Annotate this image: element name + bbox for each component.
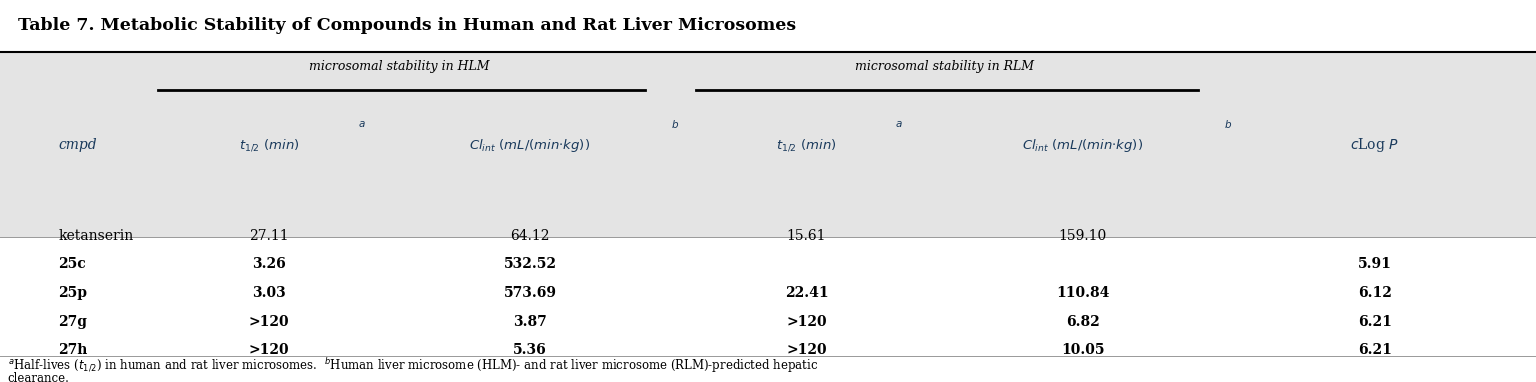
Text: 6.21: 6.21 <box>1358 343 1392 356</box>
Text: $\mathit{a}$: $\mathit{a}$ <box>895 119 903 129</box>
Bar <box>0 52 1536 237</box>
Text: 6.12: 6.12 <box>1358 286 1392 300</box>
Text: $\mathit{Cl}_{\mathit{int}}$ $\mathit{(mL/(min{\cdot}kg))}$: $\mathit{Cl}_{\mathit{int}}$ $\mathit{(m… <box>1023 137 1143 154</box>
Text: 27h: 27h <box>58 343 88 356</box>
Text: microsomal stability in HLM: microsomal stability in HLM <box>309 60 490 73</box>
Text: 22.41: 22.41 <box>785 286 828 300</box>
Text: $\mathit{c}$Log $\mathit{P}$: $\mathit{c}$Log $\mathit{P}$ <box>1350 136 1399 154</box>
Text: >120: >120 <box>786 315 826 329</box>
Text: $\mathit{b}$: $\mathit{b}$ <box>671 118 679 130</box>
Text: >120: >120 <box>249 315 289 329</box>
Text: 27g: 27g <box>58 315 88 329</box>
Text: 5.36: 5.36 <box>513 343 547 356</box>
Text: $\mathit{b}$: $\mathit{b}$ <box>1224 118 1232 130</box>
Text: $\mathit{a}$: $\mathit{a}$ <box>358 119 366 129</box>
Text: 3.03: 3.03 <box>252 286 286 300</box>
Text: 532.52: 532.52 <box>504 257 556 271</box>
Text: $^{a}$Half-lives ($t_{1/2}$) in human and rat liver microsomes.  $^{b}$Human liv: $^{a}$Half-lives ($t_{1/2}$) in human an… <box>8 356 819 375</box>
Text: $\mathit{t}_{1/2}$ $\mathit{(min)}$: $\mathit{t}_{1/2}$ $\mathit{(min)}$ <box>238 137 300 153</box>
Text: >120: >120 <box>786 343 826 356</box>
Text: 110.84: 110.84 <box>1057 286 1109 300</box>
Text: clearance.: clearance. <box>8 372 69 382</box>
Text: $\mathit{Cl}_{\mathit{int}}$ $\mathit{(mL/(min{\cdot}kg))}$: $\mathit{Cl}_{\mathit{int}}$ $\mathit{(m… <box>470 137 590 154</box>
Text: 6.21: 6.21 <box>1358 315 1392 329</box>
Text: 159.10: 159.10 <box>1058 229 1107 243</box>
Text: 6.82: 6.82 <box>1066 315 1100 329</box>
Text: 15.61: 15.61 <box>786 229 826 243</box>
Text: 64.12: 64.12 <box>510 229 550 243</box>
Text: cmpd: cmpd <box>58 138 97 152</box>
Text: 10.05: 10.05 <box>1061 343 1104 356</box>
Text: 25c: 25c <box>58 257 86 271</box>
Text: Table 7. Metabolic Stability of Compounds in Human and Rat Liver Microsomes: Table 7. Metabolic Stability of Compound… <box>18 17 797 34</box>
Text: >120: >120 <box>249 343 289 356</box>
Text: 3.26: 3.26 <box>252 257 286 271</box>
Text: 27.11: 27.11 <box>249 229 289 243</box>
Text: 5.91: 5.91 <box>1358 257 1392 271</box>
Text: 25p: 25p <box>58 286 88 300</box>
Text: $\mathit{t}_{1/2}$ $\mathit{(min)}$: $\mathit{t}_{1/2}$ $\mathit{(min)}$ <box>776 137 837 153</box>
Text: ketanserin: ketanserin <box>58 229 134 243</box>
Text: microsomal stability in RLM: microsomal stability in RLM <box>856 60 1034 73</box>
Text: 3.87: 3.87 <box>513 315 547 329</box>
Text: 573.69: 573.69 <box>504 286 556 300</box>
